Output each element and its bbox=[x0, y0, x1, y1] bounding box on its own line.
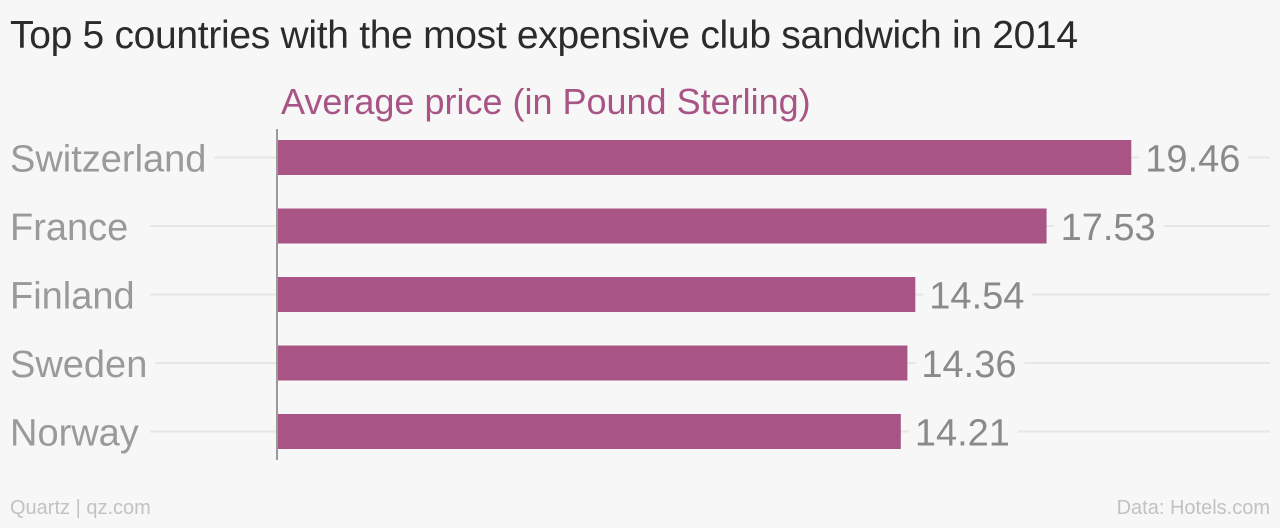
bar bbox=[277, 277, 916, 312]
category-label: Finland bbox=[10, 276, 135, 318]
category-label: Sweden bbox=[10, 344, 147, 386]
label-background bbox=[908, 412, 1018, 455]
label-background bbox=[4, 344, 156, 386]
series-label: Average price (in Pound Sterling) bbox=[281, 81, 811, 122]
credit-text: Quartz | qz.com bbox=[10, 497, 151, 519]
bar bbox=[277, 345, 908, 381]
bar bbox=[277, 140, 1132, 175]
label-background bbox=[915, 344, 1025, 386]
label-background bbox=[4, 207, 137, 249]
value-label: 14.54 bbox=[929, 276, 1024, 318]
bar bbox=[277, 414, 901, 449]
bar bbox=[277, 208, 1047, 244]
value-label: 19.46 bbox=[1145, 139, 1240, 181]
label-background bbox=[4, 412, 147, 455]
label-background bbox=[1139, 138, 1249, 181]
source-text: Data: Hotels.com bbox=[1116, 497, 1270, 519]
category-label: Norway bbox=[10, 413, 139, 455]
category-label: Switzerland bbox=[10, 139, 206, 181]
label-background bbox=[1054, 207, 1164, 249]
label-background bbox=[4, 275, 143, 318]
chart-title: Top 5 countries with the most expensive … bbox=[10, 14, 1078, 57]
label-background bbox=[923, 275, 1033, 318]
value-label: 17.53 bbox=[1061, 207, 1156, 249]
value-label: 14.21 bbox=[915, 413, 1010, 455]
category-label: France bbox=[10, 207, 128, 249]
label-background bbox=[4, 138, 215, 181]
value-label: 14.36 bbox=[921, 344, 1016, 386]
